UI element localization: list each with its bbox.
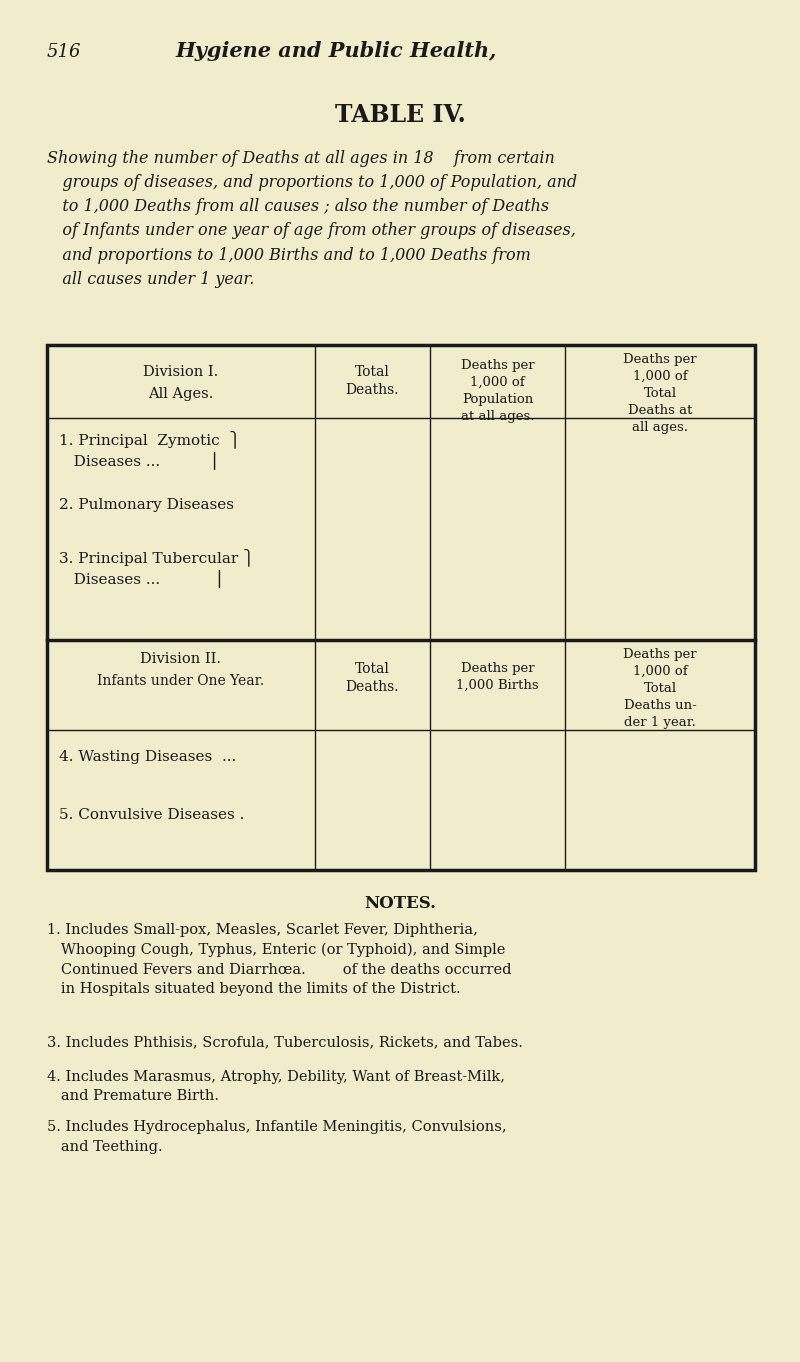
Text: 1. Includes Small-pox, Measles, Scarlet Fever, Diphtheria,
   Whooping Cough, Ty: 1. Includes Small-pox, Measles, Scarlet … bbox=[47, 923, 511, 996]
Bar bbox=[47, 345, 755, 870]
Text: Diseases ...          ⎪: Diseases ... ⎪ bbox=[59, 452, 220, 470]
Text: 4. Includes Marasmus, Atrophy, Debility, Want of Breast-Milk,
   and Premature B: 4. Includes Marasmus, Atrophy, Debility,… bbox=[47, 1071, 505, 1103]
Text: Deaths per
1,000 of
Total
Deaths un-
der 1 year.: Deaths per 1,000 of Total Deaths un- der… bbox=[623, 648, 697, 729]
Text: 5. Convulsive Diseases .: 5. Convulsive Diseases . bbox=[59, 808, 244, 823]
Text: Infants under One Year.: Infants under One Year. bbox=[98, 674, 265, 688]
Text: Total
Deaths.: Total Deaths. bbox=[346, 662, 399, 695]
Text: Division II.: Division II. bbox=[141, 652, 222, 666]
Text: 516: 516 bbox=[47, 44, 82, 61]
Text: TABLE IV.: TABLE IV. bbox=[334, 104, 466, 127]
Text: Showing the number of Deaths at all ages in 18    from certain
   groups of dise: Showing the number of Deaths at all ages… bbox=[47, 150, 577, 287]
Text: 1. Principal  Zymotic  ⎫: 1. Principal Zymotic ⎫ bbox=[59, 430, 241, 448]
Text: 4. Wasting Diseases  ...: 4. Wasting Diseases ... bbox=[59, 750, 236, 764]
Text: Total
Deaths.: Total Deaths. bbox=[346, 365, 399, 398]
Text: 2. Pulmonary Diseases: 2. Pulmonary Diseases bbox=[59, 498, 234, 512]
Text: 5. Includes Hydrocephalus, Infantile Meningitis, Convulsions,
   and Teething.: 5. Includes Hydrocephalus, Infantile Men… bbox=[47, 1120, 506, 1154]
Text: 3. Principal Tubercular ⎫: 3. Principal Tubercular ⎫ bbox=[59, 548, 254, 565]
Text: Deaths per
1,000 of
Population
at all ages.: Deaths per 1,000 of Population at all ag… bbox=[461, 360, 534, 424]
Text: Division I.: Division I. bbox=[143, 365, 218, 379]
Text: NOTES.: NOTES. bbox=[364, 895, 436, 913]
Text: Hygiene and Public Health,: Hygiene and Public Health, bbox=[175, 41, 496, 61]
Text: 3. Includes Phthisis, Scrofula, Tuberculosis, Rickets, and Tabes.: 3. Includes Phthisis, Scrofula, Tubercul… bbox=[47, 1035, 523, 1049]
Text: Diseases ...           ⎪: Diseases ... ⎪ bbox=[59, 571, 226, 588]
Text: Deaths per
1,000 of
Total
Deaths at
all ages.: Deaths per 1,000 of Total Deaths at all … bbox=[623, 353, 697, 434]
Text: Deaths per
1,000 Births: Deaths per 1,000 Births bbox=[456, 662, 539, 692]
Text: All Ages.: All Ages. bbox=[148, 387, 214, 400]
